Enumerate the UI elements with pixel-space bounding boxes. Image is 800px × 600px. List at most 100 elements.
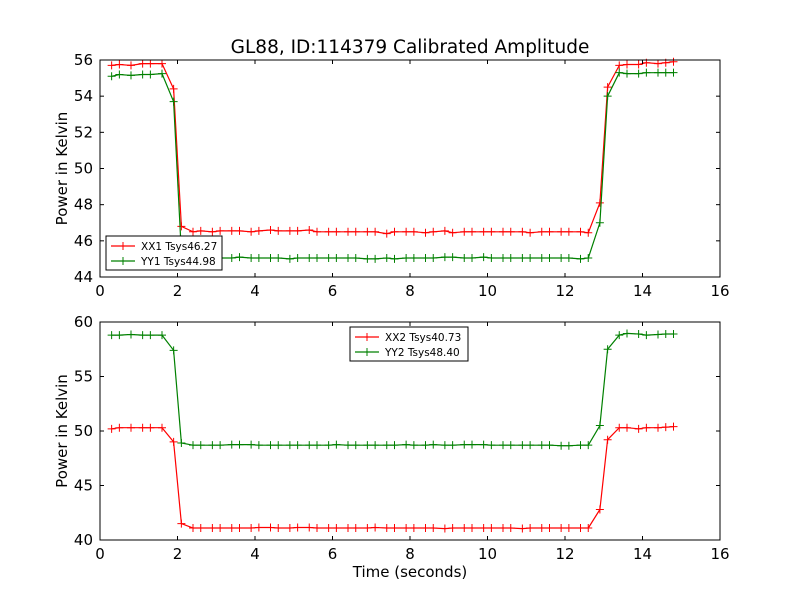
y-tick-label: 50 [74,422,93,440]
data-point [274,441,283,450]
data-point [146,331,155,340]
x-tick-label: 16 [710,545,729,563]
data-point [169,84,178,93]
data-point [634,69,643,78]
data-point [169,437,178,446]
data-point [576,441,585,450]
data-point [235,253,244,262]
data-point [324,441,333,450]
data-point [115,70,124,79]
data-point [584,228,593,237]
data-point [293,523,302,532]
data-point [440,253,449,262]
data-point [208,227,217,236]
data-point [564,254,573,263]
data-point [421,441,430,450]
legend-label: YY2 Tsys48.40 [384,347,460,359]
data-point [595,198,604,207]
data-point [344,254,352,263]
data-point [526,441,535,450]
data-point [158,423,166,432]
data-point [138,423,147,432]
data-point [545,524,554,533]
x-tick-label: 2 [173,545,183,563]
data-point [266,441,275,450]
data-point [127,423,135,432]
data-point [603,92,612,101]
data-point [440,524,449,533]
data-point [557,227,566,236]
legend-label: XX1 Tsys46.27 [141,241,217,253]
data-point [421,524,430,533]
data-point [371,441,380,450]
data-point [285,524,294,533]
data-point [390,441,399,450]
data-point [429,227,438,236]
data-point [285,441,294,450]
data-point [305,225,314,234]
data-point [545,254,554,263]
data-point [146,423,155,432]
data-point [634,60,643,69]
data-point [499,524,507,533]
data-point [448,441,457,450]
data-point [382,229,391,238]
data-point [669,422,678,431]
data-point [177,519,186,528]
data-point [440,441,449,450]
legend-marker [363,333,371,341]
data-point [313,524,321,533]
data-point [351,227,360,236]
data-point [537,524,546,533]
data-point [235,226,244,235]
data-point [115,331,124,340]
data-point [468,227,476,236]
data-point [669,329,678,338]
data-point [634,424,643,433]
data-point [409,524,418,533]
legend: XX2 Tsys40.73 YY2 Tsys48.40 [349,326,469,362]
data-point [351,441,360,450]
data-point [518,441,527,450]
data-point [158,331,166,340]
data-point [107,331,116,340]
data-point [468,524,476,533]
data-point [537,227,546,236]
data-point [448,228,457,237]
x-tick-label: 8 [405,545,415,563]
data-point [564,227,573,236]
data-point [390,524,399,533]
data-point [615,331,624,340]
data-point [107,61,116,70]
data-point [429,254,438,263]
data-point [247,440,256,449]
x-tick-label: 12 [555,545,574,563]
data-point [196,226,205,235]
data-point [390,254,399,263]
data-point [107,72,116,81]
data-point [576,254,585,263]
data-point [305,523,314,532]
data-point [293,441,302,450]
data-point [169,346,178,355]
x-tick-label: 2 [173,282,183,300]
data-point [247,524,256,533]
data-point [138,331,147,340]
data-point [487,254,496,263]
data-point [158,59,166,68]
data-point [615,423,624,432]
y-axis-label: Power in Kelvin [53,112,71,226]
data-point [603,345,612,354]
data-point [421,254,430,263]
data-point [642,331,651,340]
data-point [138,59,147,68]
data-point [146,70,155,79]
data-point [584,254,593,263]
data-point [499,254,507,263]
y-tick-label: 50 [74,160,93,178]
data-point [402,227,411,236]
data-point [293,226,302,235]
x-tick-label: 4 [250,282,260,300]
